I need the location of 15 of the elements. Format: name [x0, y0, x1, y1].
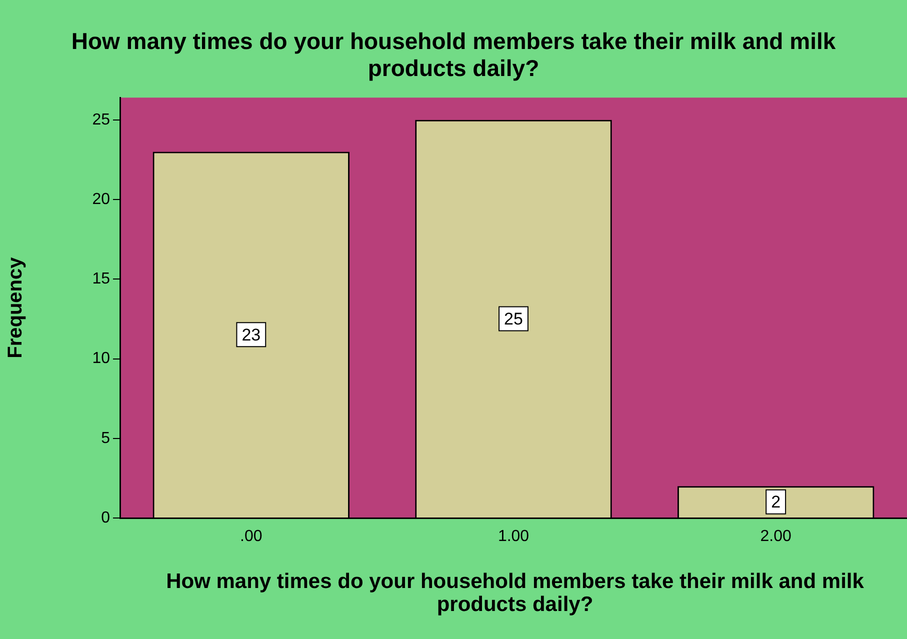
- chart-title: How many times do your household members take their milk and milk products daily?: [70, 28, 837, 82]
- x-tick-label: .00: [240, 528, 262, 546]
- y-tick-label: 5: [101, 430, 110, 447]
- y-tick-label: 25: [92, 111, 110, 128]
- y-tick-label: 15: [92, 270, 110, 288]
- y-axis-title: Frequency: [4, 256, 27, 358]
- y-tick-label: 10: [92, 350, 110, 368]
- y-tick-label: 0: [101, 509, 110, 526]
- y-tick-label: 20: [92, 190, 110, 208]
- x-axis-title: How many times do your household members take their milk and milk products daily?: [165, 570, 865, 616]
- x-tick-label: 2.00: [760, 528, 792, 546]
- data-label: 2: [771, 492, 781, 512]
- data-label: 23: [242, 325, 261, 344]
- data-label: 25: [504, 309, 523, 328]
- x-tick-label: 1.00: [498, 528, 530, 546]
